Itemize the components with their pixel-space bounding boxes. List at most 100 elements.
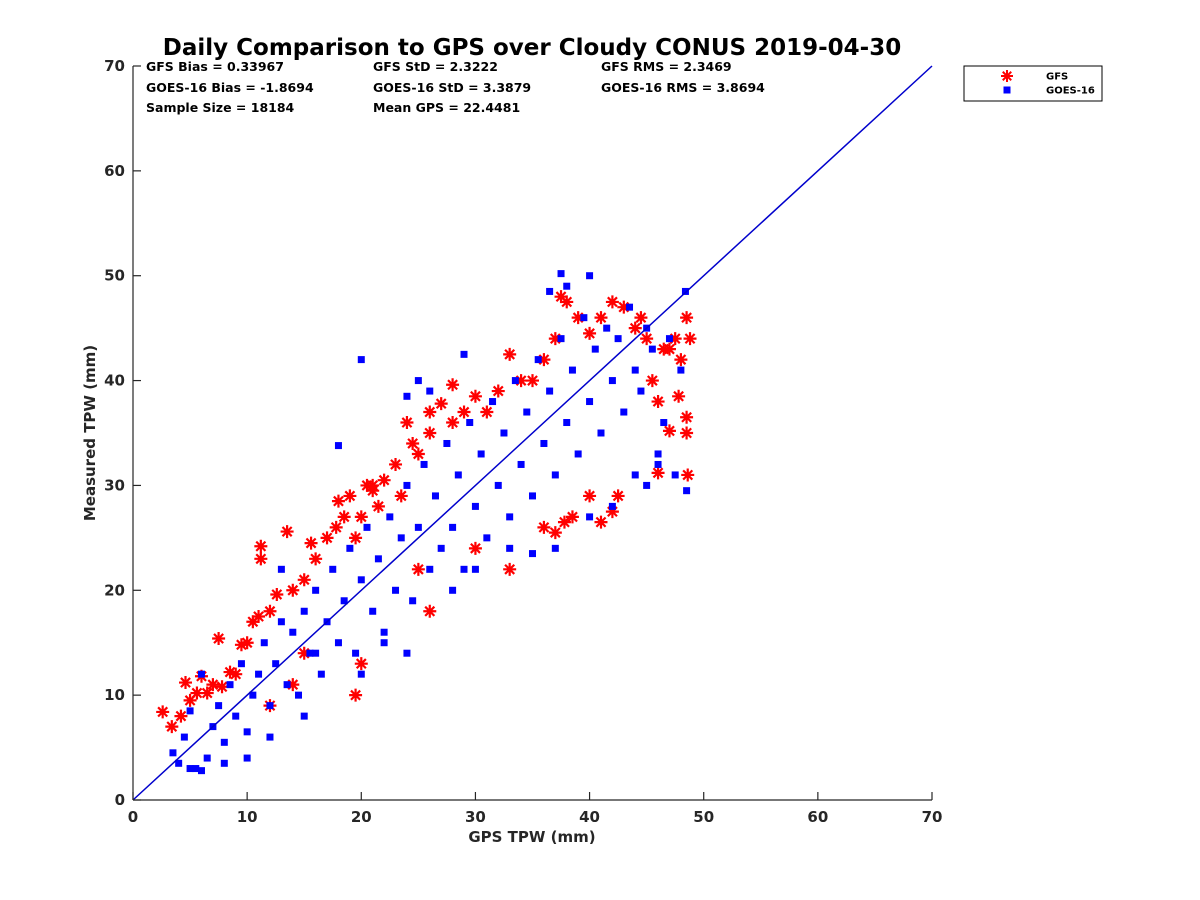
x-axis-ticks: 0 10 20 30 40 50 60 70 bbox=[128, 792, 942, 826]
x-tick-label: 30 bbox=[465, 808, 486, 826]
data-point bbox=[220, 738, 228, 746]
data-point bbox=[460, 565, 468, 573]
data-point bbox=[681, 287, 689, 295]
data-point bbox=[380, 628, 388, 636]
data-point bbox=[672, 389, 686, 403]
x-tick-label: 20 bbox=[351, 808, 372, 826]
plot-axes bbox=[132, 66, 932, 801]
data-point bbox=[203, 754, 211, 762]
data-point bbox=[423, 604, 437, 618]
data-point bbox=[346, 544, 354, 552]
data-point bbox=[523, 408, 531, 416]
data-point bbox=[186, 765, 194, 773]
data-point bbox=[560, 295, 574, 309]
data-point bbox=[229, 667, 243, 681]
x-axis-label: GPS TPW (mm) bbox=[468, 828, 595, 846]
data-point bbox=[551, 544, 559, 552]
data-point bbox=[374, 555, 382, 563]
stats-panel: GFS Bias = 0.33967 GFS StD = 2.3222 GFS RM… bbox=[146, 59, 765, 115]
data-point bbox=[354, 657, 368, 671]
data-point bbox=[295, 691, 303, 699]
y-tick-label: 70 bbox=[104, 57, 125, 75]
data-point bbox=[400, 416, 414, 430]
data-point bbox=[331, 494, 345, 508]
stat-text: GFS Bias = 0.33967 bbox=[146, 59, 284, 74]
data-point bbox=[206, 678, 220, 692]
data-point bbox=[411, 562, 425, 576]
data-point bbox=[603, 324, 611, 332]
data-point bbox=[352, 649, 360, 657]
data-point bbox=[254, 552, 268, 566]
data-point bbox=[631, 471, 639, 479]
data-point bbox=[386, 513, 394, 521]
data-point bbox=[654, 460, 662, 468]
x-tick-label: 60 bbox=[807, 808, 828, 826]
data-point bbox=[297, 573, 311, 587]
data-point bbox=[255, 670, 263, 678]
data-point bbox=[397, 534, 405, 542]
data-point bbox=[477, 450, 485, 458]
data-point bbox=[571, 311, 585, 325]
data-point bbox=[674, 353, 688, 367]
data-point bbox=[537, 353, 551, 367]
legend: GFS GOES-16 bbox=[963, 65, 1103, 102]
data-point bbox=[431, 492, 439, 500]
data-point bbox=[156, 705, 170, 719]
data-point bbox=[608, 502, 616, 510]
data-point bbox=[409, 597, 417, 605]
data-point bbox=[426, 565, 434, 573]
data-point bbox=[414, 523, 422, 531]
data-point bbox=[574, 450, 582, 458]
data-point bbox=[312, 649, 320, 657]
data-point bbox=[591, 345, 599, 353]
series-gfs bbox=[156, 290, 697, 734]
data-point bbox=[354, 510, 368, 524]
data-point bbox=[223, 665, 237, 679]
data-point bbox=[286, 678, 300, 692]
data-point bbox=[586, 398, 594, 406]
data-point bbox=[454, 471, 462, 479]
data-point bbox=[614, 335, 622, 343]
legend-label: GFS bbox=[1046, 72, 1068, 83]
data-point bbox=[631, 366, 639, 374]
data-point bbox=[608, 377, 616, 385]
data-point bbox=[620, 408, 628, 416]
data-point bbox=[645, 374, 659, 388]
data-point bbox=[540, 439, 548, 447]
data-point bbox=[349, 531, 363, 545]
data-point bbox=[605, 295, 619, 309]
data-point bbox=[651, 466, 665, 480]
data-point bbox=[529, 492, 536, 500]
data-point bbox=[565, 510, 579, 524]
y-tick-label: 30 bbox=[104, 476, 125, 494]
data-point bbox=[266, 702, 274, 710]
data-point bbox=[468, 541, 482, 555]
data-point bbox=[240, 636, 254, 650]
data-point bbox=[563, 282, 571, 290]
data-point bbox=[260, 639, 268, 647]
data-point bbox=[563, 419, 571, 427]
legend-marker-goes-16 bbox=[1003, 86, 1011, 94]
data-point bbox=[517, 460, 525, 468]
data-point bbox=[312, 586, 320, 594]
data-point bbox=[403, 649, 411, 657]
data-point bbox=[420, 460, 428, 468]
data-point bbox=[394, 489, 408, 503]
data-point bbox=[380, 639, 388, 647]
data-point bbox=[406, 436, 420, 450]
data-point bbox=[403, 481, 411, 489]
data-point bbox=[243, 754, 251, 762]
data-point bbox=[334, 442, 342, 450]
data-point bbox=[654, 450, 662, 458]
data-point bbox=[662, 424, 676, 438]
data-point bbox=[466, 419, 474, 427]
data-point bbox=[357, 670, 365, 678]
data-point bbox=[586, 513, 594, 521]
data-point bbox=[212, 632, 226, 646]
data-point bbox=[220, 759, 228, 767]
data-point bbox=[449, 586, 457, 594]
data-point bbox=[537, 520, 551, 534]
data-point bbox=[192, 765, 200, 773]
data-point bbox=[491, 384, 505, 398]
data-point bbox=[526, 374, 539, 388]
